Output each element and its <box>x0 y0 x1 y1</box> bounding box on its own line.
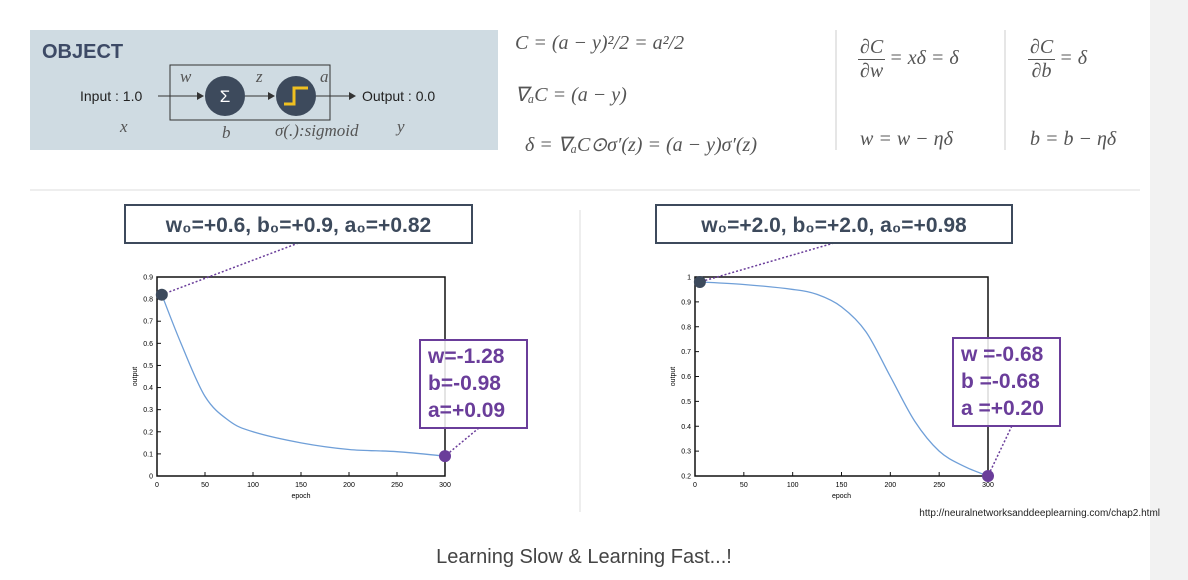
start-point <box>693 275 706 288</box>
x-tick-label: 0 <box>693 482 697 489</box>
output-label: Output : 0.0 <box>362 88 435 104</box>
y-tick-label: 0.7 <box>681 349 691 356</box>
equation: ∂C ∂b = δ <box>1028 36 1087 83</box>
end-point <box>982 470 994 482</box>
x-tick-label: 250 <box>391 482 403 489</box>
annotation: w =-0.68 <box>960 343 1044 366</box>
y-tick-label: 0.8 <box>143 297 153 304</box>
data-line <box>699 281 989 477</box>
y-tick-label: 0.6 <box>681 374 691 381</box>
y-tick-label: 0 <box>149 474 153 481</box>
neuron-box <box>169 64 331 121</box>
y-axis-label: output <box>132 367 139 387</box>
b-symbol: b <box>222 123 231 142</box>
x-tick-label: 150 <box>295 482 307 489</box>
y-tick-label: 0.9 <box>143 275 153 282</box>
equation: C = (a − y)²/2 = a²/2 <box>515 32 685 54</box>
x-tick-label: 0 <box>155 482 159 489</box>
y-axis-label: output <box>670 367 677 387</box>
y-tick-label: 0.8 <box>681 324 691 331</box>
arrow-head <box>349 92 356 100</box>
y-tick-label: 0.3 <box>681 449 691 456</box>
equation: ∇ₐC = (a − y) <box>515 84 627 106</box>
z-symbol: z <box>255 67 263 86</box>
a-symbol: a <box>320 67 329 86</box>
x-axis-label: epoch <box>832 493 851 500</box>
y-tick-label: 0.7 <box>143 319 153 326</box>
w-symbol: w <box>180 67 192 86</box>
leader <box>987 425 1013 477</box>
end-point <box>439 450 451 463</box>
y-tick-label: 0.3 <box>143 407 153 414</box>
numerator: ∂C <box>1028 36 1056 60</box>
denominator: ∂b <box>1031 60 1052 82</box>
annotation-box <box>655 204 1013 244</box>
y-tick-label: 1 <box>687 275 691 282</box>
caption: Learning Slow & Learning Fast...! <box>436 546 732 568</box>
panel-title: OBJECT <box>42 41 123 63</box>
source: http://neuralnetworksanddeeplearning.com… <box>919 508 1160 519</box>
input-label: Input : 1.0 <box>80 88 142 104</box>
activation-node <box>276 76 316 116</box>
equation: δ = ∇ₐC⊙σ′(z) = (a − y)σ′(z) <box>525 134 757 156</box>
annotation: w=-1.28 <box>427 345 505 368</box>
equation: w = w − ηδ <box>860 128 953 150</box>
equation-rest: = δ <box>1059 47 1088 70</box>
y-tick-label: 0.9 <box>681 299 691 306</box>
y-tick-label: 0.4 <box>143 385 153 392</box>
x-tick-label: 250 <box>933 482 945 489</box>
y-tick-label: 0.4 <box>681 424 691 431</box>
x-tick-label: 100 <box>247 482 259 489</box>
equation-rest: = xδ = δ <box>889 47 959 70</box>
annotation-box <box>124 204 473 244</box>
arrow-head <box>197 92 204 100</box>
equation: ∂C ∂w = xδ = δ <box>858 36 959 83</box>
x-tick-label: 50 <box>201 482 209 489</box>
y-tick-label: 0.1 <box>143 451 153 458</box>
step-icon <box>284 86 308 106</box>
leader <box>161 242 299 296</box>
leader <box>444 427 480 457</box>
y-tick-label: 0.5 <box>681 399 691 406</box>
annotation-box <box>952 337 1061 427</box>
annotation-box <box>419 339 528 429</box>
y-tick-label: 0.2 <box>143 429 153 436</box>
data-line <box>161 294 446 457</box>
object-panel <box>30 30 498 150</box>
annotation: a =+0.20 <box>961 397 1044 420</box>
x-tick-label: 100 <box>787 482 799 489</box>
side-strip <box>1150 0 1188 580</box>
sum-node <box>205 76 245 116</box>
x-tick-label: 300 <box>439 482 451 489</box>
activation-label: σ(.):sigmoid <box>275 121 359 140</box>
x-tick-label: 200 <box>343 482 355 489</box>
annotation: a=+0.09 <box>428 399 505 422</box>
numerator: ∂C <box>858 36 886 60</box>
y-tick-label: 0.5 <box>143 363 153 370</box>
x-axis-label: epoch <box>291 493 310 500</box>
plot-frame <box>156 276 446 477</box>
leader <box>699 242 835 283</box>
arrow-head <box>268 92 275 100</box>
y-symbol: y <box>395 117 405 136</box>
x-tick-label: 300 <box>982 482 994 489</box>
x-tick-label: 50 <box>740 482 748 489</box>
y-tick-label: 0.6 <box>143 341 153 348</box>
denominator: ∂w <box>860 60 884 82</box>
annotation: b =-0.68 <box>961 370 1040 393</box>
start-point <box>155 288 168 301</box>
annotation: w₀=+2.0, b₀=+2.0, a₀=+0.98 <box>700 214 967 237</box>
equation: b = b − ηδ <box>1030 128 1117 150</box>
x-tick-label: 200 <box>884 482 896 489</box>
annotation: w₀=+0.6, b₀=+0.9, a₀=+0.82 <box>165 214 431 237</box>
x-tick-label: 150 <box>836 482 848 489</box>
annotation: b=-0.98 <box>428 372 501 395</box>
y-tick-label: 0.2 <box>681 474 691 481</box>
sum-symbol: Σ <box>220 87 231 106</box>
x-symbol: x <box>119 117 128 136</box>
